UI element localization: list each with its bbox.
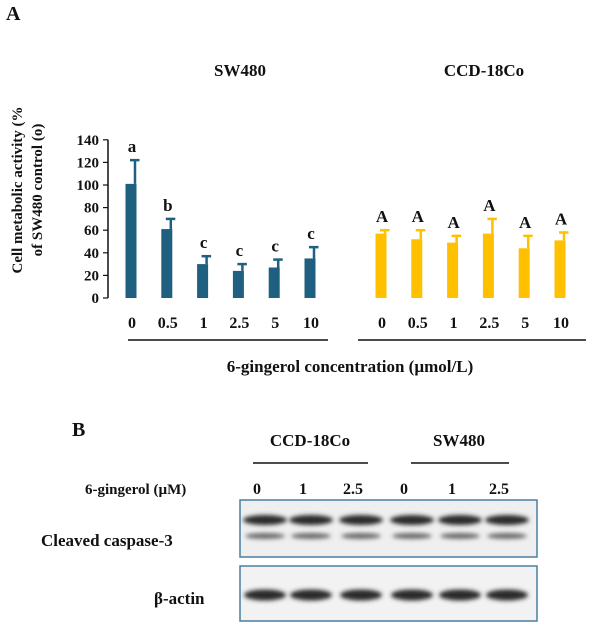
bar-marks: a 0 b 0.5 c 1 c 2.5 c 5 c 10 A 0 A 0.5 A 1 A 2.5 A 5 A 10 — [125, 137, 569, 332]
blot-label-actin: β-actin — [154, 589, 205, 608]
x-tick-label: 0 — [378, 315, 386, 332]
y-tick-label: 80 — [84, 201, 99, 217]
significance-letter: b — [163, 196, 172, 215]
y-tick-label: 20 — [84, 268, 99, 284]
band-lower — [341, 533, 381, 539]
x-axis-label: 6-gingerol concentration (µmol/L) — [227, 357, 474, 376]
band-lower — [440, 533, 480, 539]
x-tick-label: 2.5 — [229, 315, 249, 332]
bar — [232, 270, 244, 298]
band-lower — [487, 533, 527, 539]
y-tick-label: 40 — [84, 246, 99, 262]
x-tick-label: 0.5 — [408, 315, 428, 332]
band-actin — [340, 589, 382, 601]
band-upper — [243, 515, 287, 525]
bar — [161, 229, 173, 298]
x-tick-label: 10 — [303, 315, 319, 332]
band-upper — [339, 515, 383, 525]
y-axis: 0 20 40 60 80 100 120 140 — [77, 133, 109, 307]
y-tick-label: 100 — [77, 178, 100, 194]
significance-letter: c — [200, 233, 208, 252]
x-tick-label: 2.5 — [479, 315, 499, 332]
x-tick-label: 5 — [521, 315, 529, 332]
lane-label: 0 — [253, 481, 261, 498]
panel-a-label: A — [6, 3, 21, 25]
bar — [482, 233, 494, 298]
significance-letter: A — [412, 207, 425, 226]
bar — [268, 267, 280, 298]
band-actin — [391, 589, 433, 601]
significance-letter: a — [128, 137, 137, 156]
band-lower — [291, 533, 331, 539]
band-upper — [390, 515, 434, 525]
blot-cleaved-caspase-3 — [239, 499, 538, 558]
blot-beta-actin — [239, 565, 538, 622]
blot-group-ccd18co: CCD-18Co — [270, 431, 350, 450]
x-tick-label: 0.5 — [158, 315, 178, 332]
band-upper — [485, 515, 529, 525]
lane-label: 2.5 — [343, 481, 363, 498]
band-upper — [438, 515, 482, 525]
x-tick-label: 10 — [553, 315, 569, 332]
lane-label: 1 — [448, 481, 456, 498]
significance-letter: A — [376, 207, 389, 226]
significance-letter: A — [447, 213, 460, 232]
y-axis-label-line2: of SW480 control (o) — [30, 124, 46, 257]
band-actin — [244, 589, 286, 601]
lane-label: 1 — [299, 481, 307, 498]
bar — [197, 264, 209, 298]
bar — [411, 239, 423, 298]
band-lower — [245, 533, 285, 539]
bar — [375, 233, 387, 298]
blot-row-label: 6-gingerol (µM) — [85, 482, 186, 498]
y-tick-label: 120 — [77, 155, 100, 171]
y-tick-label: 140 — [77, 133, 100, 149]
significance-letter: c — [307, 224, 315, 243]
band-lower — [392, 533, 432, 539]
x-tick-label: 0 — [128, 315, 136, 332]
y-tick-label: 60 — [84, 223, 99, 239]
significance-letter: c — [236, 241, 244, 260]
bar — [125, 183, 137, 298]
bar — [304, 258, 316, 298]
group-title-sw480: SW480 — [214, 61, 266, 80]
band-actin — [486, 589, 528, 601]
panel-b-label: B — [72, 419, 85, 441]
bar — [447, 242, 459, 298]
lane-label: 0 — [400, 481, 408, 498]
group-title-ccd18co: CCD-18Co — [444, 61, 524, 80]
band-upper — [289, 515, 333, 525]
bar — [518, 248, 530, 298]
significance-letter: c — [271, 237, 279, 256]
lane-label: 2.5 — [489, 481, 509, 498]
y-tick-label: 0 — [92, 291, 100, 307]
significance-letter: A — [483, 196, 496, 215]
band-actin — [290, 589, 332, 601]
y-axis-label-line1: Cell metabolic activity (% — [10, 106, 26, 273]
significance-letter: A — [519, 213, 532, 232]
band-actin — [439, 589, 481, 601]
blot-group-sw480: SW480 — [433, 431, 485, 450]
x-tick-label: 5 — [271, 315, 279, 332]
x-tick-label: 1 — [200, 315, 208, 332]
blot-label-caspase: Cleaved caspase-3 — [41, 531, 173, 550]
significance-letter: A — [555, 209, 568, 228]
x-tick-label: 1 — [450, 315, 458, 332]
bar — [554, 240, 566, 298]
lane-labels: 0 1 2.5 0 1 2.5 — [253, 481, 509, 498]
